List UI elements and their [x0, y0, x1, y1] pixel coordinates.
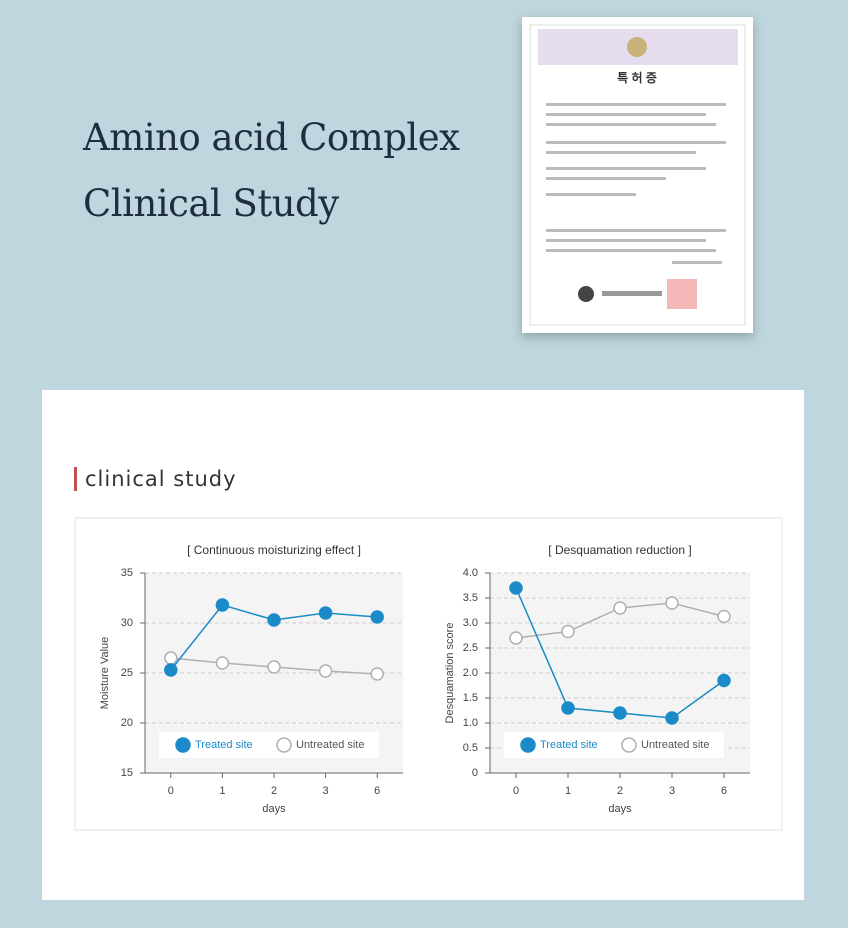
data-point [164, 663, 178, 677]
certificate-art: 특 허 증 [529, 24, 746, 326]
legend-label: Treated site [540, 739, 598, 751]
data-point [717, 673, 731, 688]
chart-title: [ Desquamation reduction ] [548, 543, 691, 557]
legend-label: Treated site [195, 739, 253, 751]
x-tick-label: 3 [323, 785, 329, 797]
legend-marker [621, 737, 637, 753]
y-tick-label: 15 [121, 767, 133, 779]
y-axis-label: Desquamation score [444, 623, 456, 724]
x-tick-label: 3 [669, 785, 675, 797]
y-tick-label: 20 [121, 717, 133, 729]
x-tick-label: 2 [271, 785, 277, 797]
x-axis-label: days [262, 803, 286, 815]
headline: Amino acid Complex [83, 116, 460, 159]
x-tick-label: 6 [721, 785, 727, 797]
legend-label: Untreated site [296, 739, 364, 751]
legend-marker [520, 737, 536, 753]
data-point [561, 701, 575, 715]
x-axis-label: days [608, 803, 632, 815]
data-point [215, 656, 230, 670]
data-point [561, 624, 575, 639]
legend-label: Untreated site [641, 739, 709, 751]
x-tick-label: 0 [513, 785, 519, 797]
data-point [665, 596, 679, 610]
data-point [717, 609, 731, 624]
legend-marker [276, 737, 292, 753]
x-tick-label: 0 [168, 785, 174, 797]
certificate: 특 허 증 [522, 17, 753, 333]
y-tick-label: 3.0 [463, 617, 478, 629]
legend-box [159, 732, 379, 758]
data-point [509, 581, 523, 595]
y-tick-label: 2.5 [463, 642, 478, 654]
data-point [267, 660, 281, 674]
y-tick-label: 1.0 [463, 717, 478, 729]
data-point [370, 610, 384, 624]
chart-title: [ Continuous moisturizing effect ] [187, 543, 361, 557]
y-tick-label: 2.0 [463, 667, 478, 679]
data-point [318, 664, 333, 678]
y-tick-label: 3.5 [463, 592, 478, 604]
y-tick-label: 0 [472, 767, 478, 779]
x-tick-label: 2 [617, 785, 623, 797]
data-point [665, 711, 679, 725]
x-tick-label: 1 [219, 785, 225, 797]
certificate-title: 특 허 증 [617, 70, 657, 85]
data-point [370, 667, 384, 681]
y-tick-label: 4.0 [463, 567, 478, 579]
y-tick-label: 35 [121, 567, 133, 579]
y-tick-label: 30 [121, 617, 133, 629]
headline: Clinical Study [83, 182, 339, 225]
legend-marker [175, 737, 191, 753]
y-tick-label: 25 [121, 667, 133, 679]
section-title: clinical study [74, 467, 237, 491]
x-tick-label: 1 [565, 785, 571, 797]
legend-box [504, 732, 724, 758]
data-point [613, 706, 627, 720]
y-tick-label: 0.5 [463, 742, 478, 754]
y-tick-label: 1.5 [463, 692, 478, 704]
y-axis-label: Moisture Value [99, 637, 111, 710]
data-point [613, 601, 627, 615]
data-point [509, 631, 523, 645]
data-point [267, 613, 281, 627]
data-point [318, 606, 333, 620]
x-tick-label: 6 [374, 785, 380, 797]
data-point [164, 651, 178, 665]
data-point [215, 598, 230, 612]
